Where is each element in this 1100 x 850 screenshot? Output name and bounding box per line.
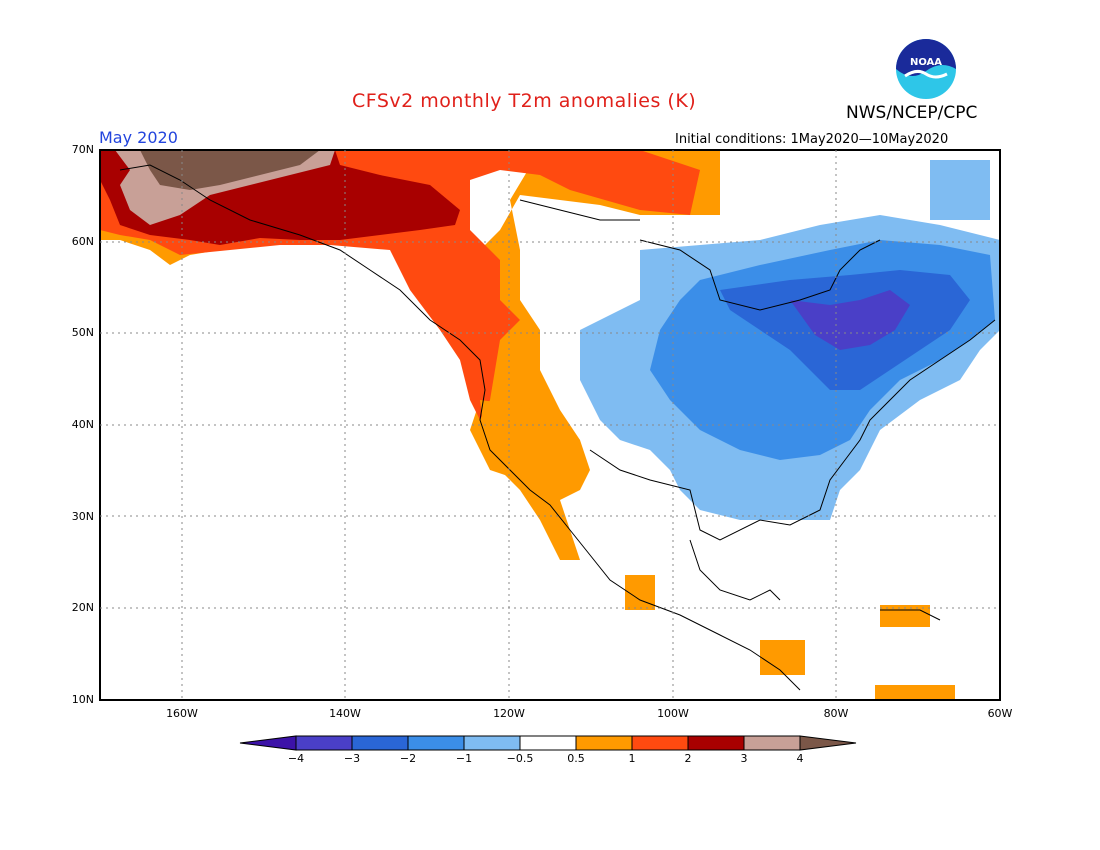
colorbar-segment <box>239 735 297 751</box>
lat-label: 10N <box>71 693 94 706</box>
lat-label: 60N <box>71 235 94 248</box>
colorbar-segment <box>463 735 521 751</box>
warm-patch-central-america <box>760 640 805 675</box>
map-title: CFSv2 monthly T2m anomalies (K) <box>352 90 697 112</box>
colorbar-segment <box>687 735 745 751</box>
colorbar-segment <box>575 735 633 751</box>
cool-patch-greenland <box>930 160 990 220</box>
colorbar-label: −2 <box>399 752 417 765</box>
colorbar-label: 4 <box>796 752 804 765</box>
lat-label: 70N <box>71 143 94 156</box>
month-label: May 2020 <box>99 128 178 147</box>
lat-label: 20N <box>71 601 94 614</box>
colorbar-label: −4 <box>287 752 305 765</box>
lon-label: 160W <box>166 707 198 720</box>
lon-label: 120W <box>493 707 525 720</box>
coastline <box>119 164 996 691</box>
org-label: NWS/NCEP/CPC <box>846 103 978 123</box>
extreme-core-alaska <box>140 150 320 190</box>
colorbar-segment <box>799 735 857 751</box>
colorbar-segment <box>407 735 465 751</box>
colorbar-label: 1 <box>628 752 636 765</box>
lat-label: 50N <box>71 326 94 339</box>
warm-patch-south-caribbean <box>875 685 955 700</box>
colorbar-segment <box>631 735 689 751</box>
lon-label: 80W <box>823 707 849 720</box>
lon-label: 100W <box>657 707 689 720</box>
colorbar <box>239 735 857 751</box>
colorbar-label: 2 <box>684 752 692 765</box>
coldest-region-quebec <box>790 290 910 350</box>
grid-lines <box>100 150 1000 700</box>
initial-conditions-label: Initial conditions: 1May2020—10May2020 <box>675 132 949 147</box>
lon-label: 140W <box>329 707 361 720</box>
colorbar-segment <box>351 735 409 751</box>
lon-label: 60W <box>987 707 1013 720</box>
warm-region-southwest <box>480 400 590 560</box>
svg-text:NOAA: NOAA <box>910 57 942 68</box>
colorbar-segment <box>743 735 801 751</box>
noaa-logo-icon: NOAA <box>895 38 957 104</box>
lat-label: 30N <box>71 510 94 523</box>
colorbar-label: 0.5 <box>567 752 585 765</box>
colorbar-label: −1 <box>455 752 473 765</box>
lat-label: 40N <box>71 418 94 431</box>
colorbar-label: −3 <box>343 752 361 765</box>
colorbar-label: −0.5 <box>506 752 534 765</box>
colorbar-segment <box>519 735 577 751</box>
colorbar-label: 3 <box>740 752 748 765</box>
colorbar-segment <box>295 735 353 751</box>
